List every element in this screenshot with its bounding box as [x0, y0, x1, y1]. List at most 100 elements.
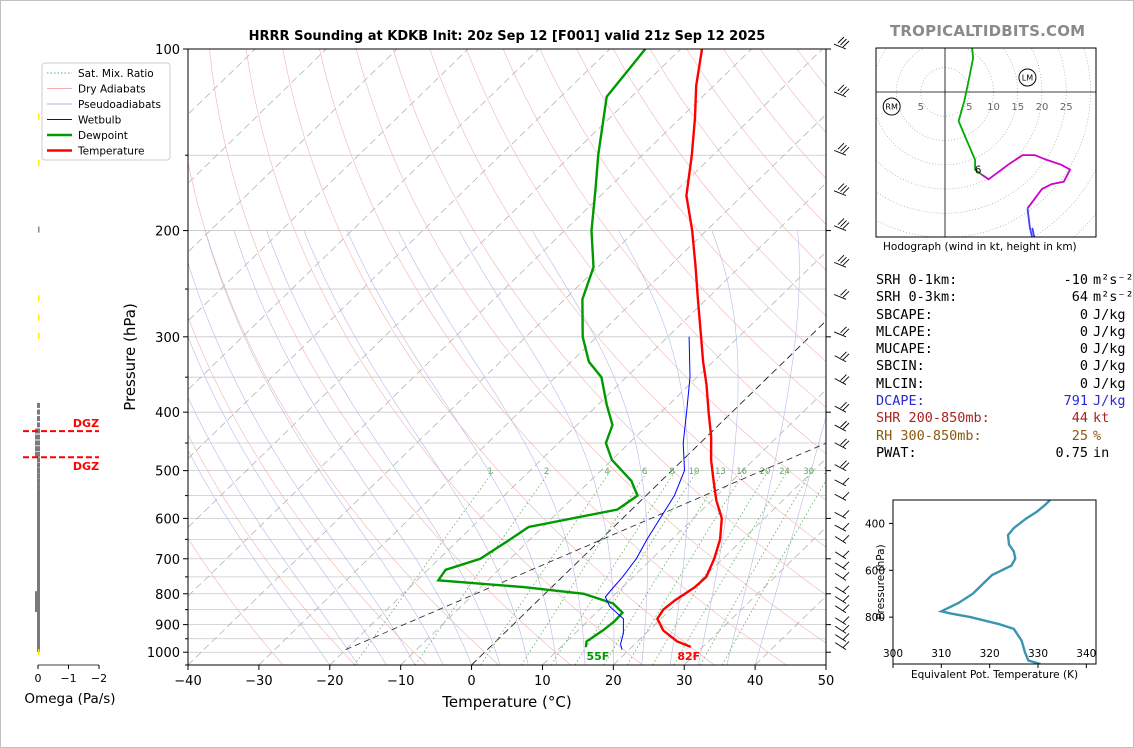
omega-bar: [37, 624, 40, 630]
y-tick-label: 1000: [147, 646, 180, 661]
wind-barb-staff: [834, 625, 847, 634]
mixing-ratio-label: 8: [669, 467, 674, 477]
legend-label: Temperature: [77, 146, 145, 158]
index-unit: m²s⁻²: [1093, 289, 1134, 306]
index-value: 0: [1079, 323, 1088, 340]
y-tick-label: 700: [155, 553, 180, 568]
isotherm-line: [613, 458, 826, 665]
omega-bar: [37, 636, 40, 642]
wind-barb-flag: [840, 401, 847, 409]
omega-bar: [38, 332, 40, 339]
hodograph-frame: [875, 47, 1097, 238]
index-unit: %: [1093, 427, 1102, 444]
hodograph-height-label: 6: [975, 165, 982, 177]
mixing-ratio-line: [699, 470, 813, 665]
moist-adiabat: [204, 230, 444, 665]
index-label: MUCAPE:: [876, 341, 933, 358]
omega-axis-label: Omega (Pa/s): [24, 691, 115, 707]
wind-barb-staff: [833, 225, 847, 232]
wind-barb-flag: [842, 146, 850, 154]
dry-adiabat: [188, 433, 356, 665]
mixing-ratio-label: 1: [487, 467, 492, 477]
omega-bar: [37, 567, 40, 573]
index-row: SHR 200-850mb: 44 kt: [876, 410, 1134, 427]
omega-bar: [37, 493, 40, 499]
hodograph-storm-marker-label: RM: [885, 103, 898, 112]
y-tick-label: 100: [155, 43, 180, 58]
y-tick-label: 300: [155, 331, 180, 346]
x-tick-label: 30: [676, 674, 693, 689]
mixing-ratio-label: 20: [760, 467, 771, 477]
wind-barb-staff: [834, 479, 847, 487]
omega-bar: [37, 633, 40, 639]
index-label: DCAPE:: [876, 393, 925, 410]
theta-e-frame: [892, 499, 1097, 665]
moist-adiabat: [303, 230, 529, 665]
omega-bar: [37, 511, 40, 517]
omega-bar: [37, 462, 40, 468]
wind-barb-flag: [840, 86, 847, 94]
omega-bar: [37, 544, 40, 550]
index-value: 0: [1079, 375, 1088, 392]
wind-barb-flag: [840, 144, 847, 152]
wind-barb-staff: [834, 596, 847, 604]
index-label: SHR 200-850mb:: [876, 410, 990, 427]
omega-bar: [37, 502, 40, 508]
wind-barb-flag: [842, 422, 850, 430]
index-unit: m²s⁻²: [1093, 272, 1134, 288]
wetbulb-line: [604, 336, 691, 650]
isotherm-line: [329, 182, 826, 665]
theta-e-y-tick-label: 600: [865, 565, 885, 577]
wind-barb-staff: [833, 149, 847, 156]
wind-barb-flag: [842, 585, 850, 593]
wind-barb-staff: [834, 562, 847, 571]
omega-x-tick-label: −2: [91, 672, 107, 685]
wind-barb-flag: [842, 462, 850, 469]
index-label: SRH 0-1km:: [876, 272, 958, 288]
omega-bar: [37, 457, 40, 463]
wind-barb-staff: [833, 261, 847, 268]
wind-barb-flag: [842, 595, 850, 602]
legend-label: Pseudoadiabats: [78, 99, 161, 111]
omega-bar: [37, 577, 40, 583]
omega-bar: [38, 113, 40, 120]
wind-barb-staff: [833, 331, 847, 338]
dry-adiabat: [392, 49, 826, 596]
omega-bar: [37, 532, 40, 538]
wind-barb-staff: [834, 464, 847, 472]
wind-barb-staff: [834, 442, 847, 450]
theta-e-x-tick-label: 310: [931, 648, 951, 660]
isotherm-line: [188, 49, 823, 665]
omega-bar: [37, 616, 40, 622]
dry-adiabat: [188, 161, 499, 665]
omega-bar: [37, 409, 40, 415]
wind-barb-flag: [842, 291, 850, 298]
hodograph-plot-area: 510152025512369RMLM: [876, 48, 1096, 237]
wind-barb-flag: [842, 328, 850, 336]
omega-bar: [37, 473, 40, 479]
omega-bar: [37, 619, 40, 625]
moist-adiabat: [188, 396, 359, 665]
x-tick-label: 50: [818, 674, 835, 689]
legend: Sat. Mix. Ratio Dry Adiabats Pseudoadiabat…: [41, 62, 171, 161]
index-value: 791: [1063, 393, 1088, 410]
moist-adiabat: [754, 415, 826, 665]
y-tick-label: 900: [155, 619, 180, 634]
isotherm-line: [471, 320, 826, 665]
dewpoint-line: [436, 49, 647, 648]
omega-bar: [37, 644, 40, 650]
omega-bar: [37, 536, 40, 542]
omega-bar: [37, 570, 40, 576]
index-row: RH 300-850mb: 25%: [876, 428, 1134, 445]
moist-adiabat: [188, 261, 416, 665]
wind-barb-staff: [834, 511, 847, 519]
omega-bar: [37, 563, 40, 569]
mixing-ratio-line: [673, 470, 788, 665]
wind-barb-flag: [842, 403, 850, 411]
wind-barb-flag: [837, 183, 845, 190]
index-row: SRH 0-3km: 64 m²s⁻²: [876, 289, 1134, 306]
y-tick-label: 800: [155, 588, 180, 603]
omega-bar: [38, 226, 40, 233]
hodograph-ring-label: 10: [987, 102, 1000, 113]
omega-bar: [38, 295, 40, 302]
